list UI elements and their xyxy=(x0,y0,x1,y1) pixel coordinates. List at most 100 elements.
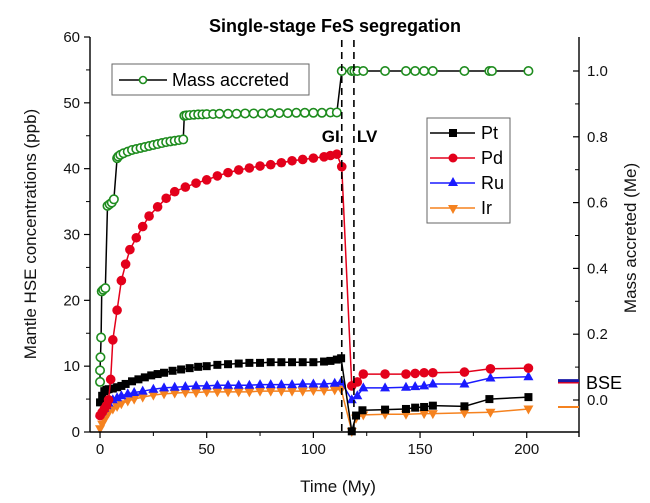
data-point xyxy=(104,385,113,394)
data-point xyxy=(276,379,287,389)
data-point xyxy=(169,186,180,197)
data-point xyxy=(266,358,275,367)
data-point xyxy=(96,398,105,407)
y-axis-title: Mantle HSE concentrations (ppb) xyxy=(21,109,40,359)
data-point xyxy=(147,371,156,380)
data-point xyxy=(419,367,429,378)
data-point xyxy=(169,381,180,391)
data-point xyxy=(108,384,117,393)
data-point xyxy=(96,332,107,343)
data-point xyxy=(352,377,363,387)
y-tick-label: 30 xyxy=(63,227,80,244)
y-tick-label: 60 xyxy=(63,29,80,46)
data-point xyxy=(265,387,276,397)
data-point xyxy=(427,378,438,388)
legend-pd-marker xyxy=(448,153,458,163)
data-point xyxy=(523,66,534,77)
data-point xyxy=(380,369,390,379)
legend-ru-label: Ru xyxy=(481,173,504,193)
data-point xyxy=(352,411,361,420)
y-tick-label: 20 xyxy=(63,292,80,309)
data-point xyxy=(255,161,265,171)
data-point xyxy=(459,409,470,419)
data-point xyxy=(308,387,319,397)
data-point xyxy=(223,388,234,398)
data-point xyxy=(108,335,118,345)
x-axis-title: Time (My) xyxy=(300,477,376,496)
data-point xyxy=(287,387,298,397)
data-point xyxy=(129,395,140,405)
bse-label: BSE xyxy=(586,373,622,393)
chart-title: Single-stage FeS segregation xyxy=(209,16,461,36)
data-point xyxy=(381,405,390,414)
data-point xyxy=(319,387,330,397)
data-point xyxy=(380,66,391,77)
data-point xyxy=(212,379,223,389)
data-point xyxy=(326,356,335,365)
x-tick-label: 200 xyxy=(514,441,539,458)
data-point xyxy=(131,232,142,243)
data-point xyxy=(212,171,223,181)
data-point xyxy=(148,391,159,401)
data-point xyxy=(148,383,159,393)
data-point xyxy=(191,178,201,188)
data-point xyxy=(234,359,243,368)
data-point xyxy=(233,379,244,389)
data-point xyxy=(160,368,169,377)
y2-tick-label: 0.6 xyxy=(587,195,608,212)
data-point xyxy=(276,387,287,397)
legend-mass-accreted: Mass accreted xyxy=(111,63,310,96)
data-point xyxy=(308,107,319,118)
data-point xyxy=(419,66,430,77)
legend-pt-marker xyxy=(449,129,457,137)
data-point xyxy=(98,391,107,400)
data-point xyxy=(320,357,329,366)
data-point xyxy=(352,390,363,400)
vline-layer: GI LV xyxy=(322,40,378,432)
y-tick-label: 40 xyxy=(63,161,80,178)
data-point xyxy=(459,367,470,377)
vline-label-lv: LV xyxy=(357,127,378,146)
y-tick-label: 10 xyxy=(63,358,80,375)
data-point xyxy=(95,365,106,376)
data-point xyxy=(274,108,285,119)
data-point xyxy=(400,66,411,77)
data-point xyxy=(459,378,470,388)
data-point xyxy=(380,382,391,392)
data-point xyxy=(265,379,276,389)
data-point xyxy=(245,358,254,367)
data-point xyxy=(214,108,225,119)
y-tick-label: 50 xyxy=(63,95,80,112)
data-point xyxy=(358,382,369,392)
data-point xyxy=(420,402,429,411)
data-point xyxy=(486,66,497,77)
data-point xyxy=(201,388,212,398)
data-point xyxy=(223,167,233,178)
y2-tick-label: 0.2 xyxy=(587,326,608,343)
data-point xyxy=(332,149,342,159)
data-point xyxy=(153,370,162,379)
legend-entry-ir: Ir xyxy=(430,198,492,218)
data-point xyxy=(460,402,469,411)
data-point xyxy=(411,403,420,412)
data-point xyxy=(159,382,170,392)
y2-axis-title: Mass accreted (Me) xyxy=(621,163,640,313)
data-point xyxy=(331,107,342,118)
axes-ticks: 0 50 100 150 200 0 10 20 30 40 50 60 0.0 0.2 0.4 0.6 0.8… xyxy=(63,29,608,458)
data-point xyxy=(244,379,255,389)
y2-tick-label: 0.8 xyxy=(587,129,608,146)
data-point xyxy=(523,405,534,415)
data-point xyxy=(299,107,310,118)
data-point xyxy=(185,364,194,373)
y2-tick-label: 0.4 xyxy=(587,260,608,277)
data-point xyxy=(319,378,330,388)
data-point xyxy=(428,367,438,378)
data-point xyxy=(410,368,420,379)
data-point xyxy=(159,390,170,400)
data-point xyxy=(122,397,133,407)
bse-markers xyxy=(558,379,579,408)
data-point xyxy=(112,305,122,316)
data-point xyxy=(177,365,186,374)
legend-hse: Pt Pd Ru Ir xyxy=(426,117,511,224)
y-tick-label: 0 xyxy=(72,424,80,441)
